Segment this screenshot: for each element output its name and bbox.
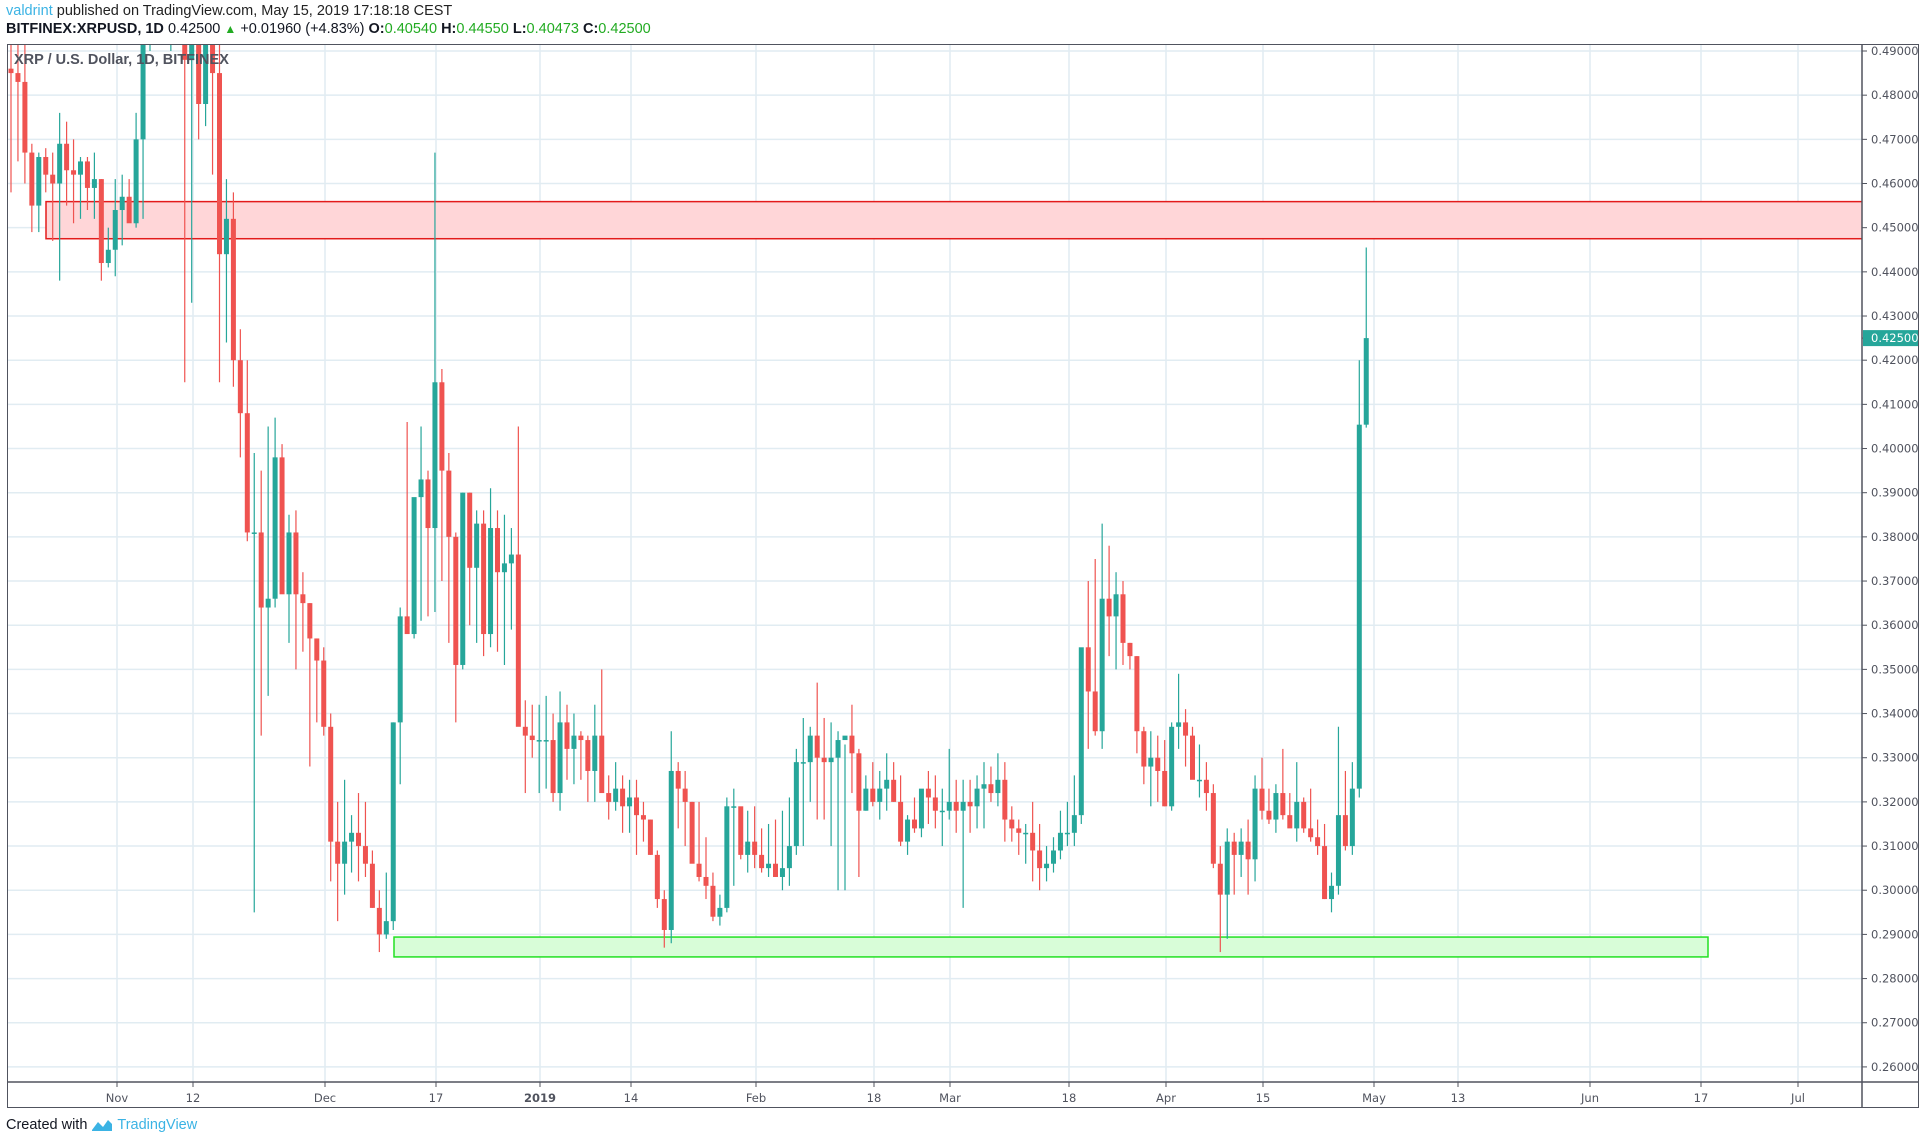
- open-value: 0.40540: [384, 21, 438, 37]
- author-link[interactable]: valdrint: [6, 3, 53, 19]
- symbol-label: BITFINEX:XRPUSD, 1D: [6, 21, 164, 37]
- time-tick-label: 13: [1451, 1091, 1466, 1105]
- footer: Created with TradingView: [6, 1117, 197, 1133]
- time-tick-label: Apr: [1156, 1091, 1176, 1105]
- time-tick-label: 17: [1694, 1091, 1709, 1105]
- low-label: L:: [512, 21, 527, 37]
- price-tick-label: 0.39000: [1871, 486, 1919, 500]
- price-tick-label: 0.47000: [1871, 132, 1919, 146]
- price-tick-label: 0.46000: [1871, 177, 1919, 191]
- price-tick-label: 0.33000: [1871, 751, 1919, 765]
- price-tick-label: 0.30000: [1871, 883, 1919, 897]
- close-label: C:: [582, 21, 599, 37]
- close-value: 0.42500: [598, 21, 651, 37]
- price-axis[interactable]: 0.49000 0.48000 0.47000 0.46000 0.45000 0.440…: [1861, 44, 1919, 1107]
- time-tick-label: 14: [624, 1091, 639, 1105]
- time-tick-label: Jun: [1580, 1091, 1599, 1105]
- price-tick-label: 0.37000: [1871, 574, 1919, 588]
- price-tick-label: 0.32000: [1871, 795, 1919, 809]
- time-tick-label: Nov: [106, 1091, 129, 1105]
- price-tick-label: 0.35000: [1871, 662, 1919, 676]
- price-tick-label: 0.27000: [1871, 1016, 1919, 1030]
- time-tick-label: 18: [867, 1091, 882, 1105]
- publish-info: valdrint published on TradingView.com, M…: [6, 3, 452, 19]
- time-axis[interactable]: Nov 12 Dec 17 2019 14 Feb 18 Mar 18 Apr 15 May 13 Jun 1…: [8, 1081, 1918, 1105]
- price-tick-label: 0.43000: [1871, 309, 1919, 323]
- price-tick-label: 0.49000: [1871, 44, 1919, 58]
- created-with-text: Created with: [6, 1117, 88, 1133]
- low-value: 0.40473: [526, 21, 579, 37]
- tradingview-logo-icon: [92, 1120, 113, 1131]
- last-price-badge-label: 0.42500: [1871, 331, 1919, 345]
- time-tick-label: 15: [1256, 1091, 1271, 1105]
- high-value: 0.44550: [456, 21, 509, 37]
- time-tick-label: 12: [186, 1091, 201, 1105]
- time-tick-label: 2019: [524, 1091, 556, 1105]
- up-triangle-icon: ▲: [224, 22, 237, 36]
- price-tick-label: 0.45000: [1871, 221, 1919, 235]
- price-change: +0.01960 (+4.83%): [240, 21, 365, 37]
- open-label: O:: [368, 21, 385, 37]
- chart-frame: [7, 44, 1919, 1108]
- support-zone: [393, 936, 1709, 958]
- price-tick-label: 0.28000: [1871, 972, 1919, 986]
- time-tick-label: May: [1362, 1091, 1386, 1105]
- time-tick-label: Dec: [314, 1091, 336, 1105]
- last-price-badge: [1863, 330, 1919, 347]
- price-tick-label: 0.44000: [1871, 265, 1919, 279]
- time-tick-label: Jul: [1790, 1091, 1805, 1105]
- time-tick-label: 17: [429, 1091, 444, 1105]
- price-tick-label: 0.36000: [1871, 618, 1919, 632]
- price-tick-label: 0.41000: [1871, 397, 1919, 411]
- price-tick-label: 0.42000: [1871, 353, 1919, 367]
- chart-legend-title: XRP / U.S. Dollar, 1D, BITFINEX: [14, 52, 229, 68]
- candles: [8, 45, 1369, 953]
- time-tick-label: 18: [1062, 1091, 1077, 1105]
- time-tick-label: Feb: [746, 1091, 766, 1105]
- zones: [45, 200, 1862, 958]
- symbol-info-bar: BITFINEX:XRPUSD, 1D 0.42500 ▲ +0.01960 (…: [6, 21, 651, 37]
- price-tick-label: 0.26000: [1871, 1060, 1919, 1074]
- price-tick-label: 0.48000: [1871, 88, 1919, 102]
- price-tick-label: 0.29000: [1871, 927, 1919, 941]
- resistance-zone: [45, 200, 1862, 240]
- tradingview-link[interactable]: TradingView: [117, 1117, 198, 1133]
- price-tick-label: 0.31000: [1871, 839, 1919, 853]
- price-tick-label: 0.34000: [1871, 707, 1919, 721]
- published-text: published on TradingView.com, May 15, 20…: [52, 3, 453, 19]
- last-price: 0.42500: [167, 21, 221, 37]
- time-tick-label: Mar: [939, 1091, 961, 1105]
- price-tick-label: 0.38000: [1871, 530, 1919, 544]
- high-label: H:: [441, 21, 457, 37]
- price-tick-label: 0.40000: [1871, 442, 1919, 456]
